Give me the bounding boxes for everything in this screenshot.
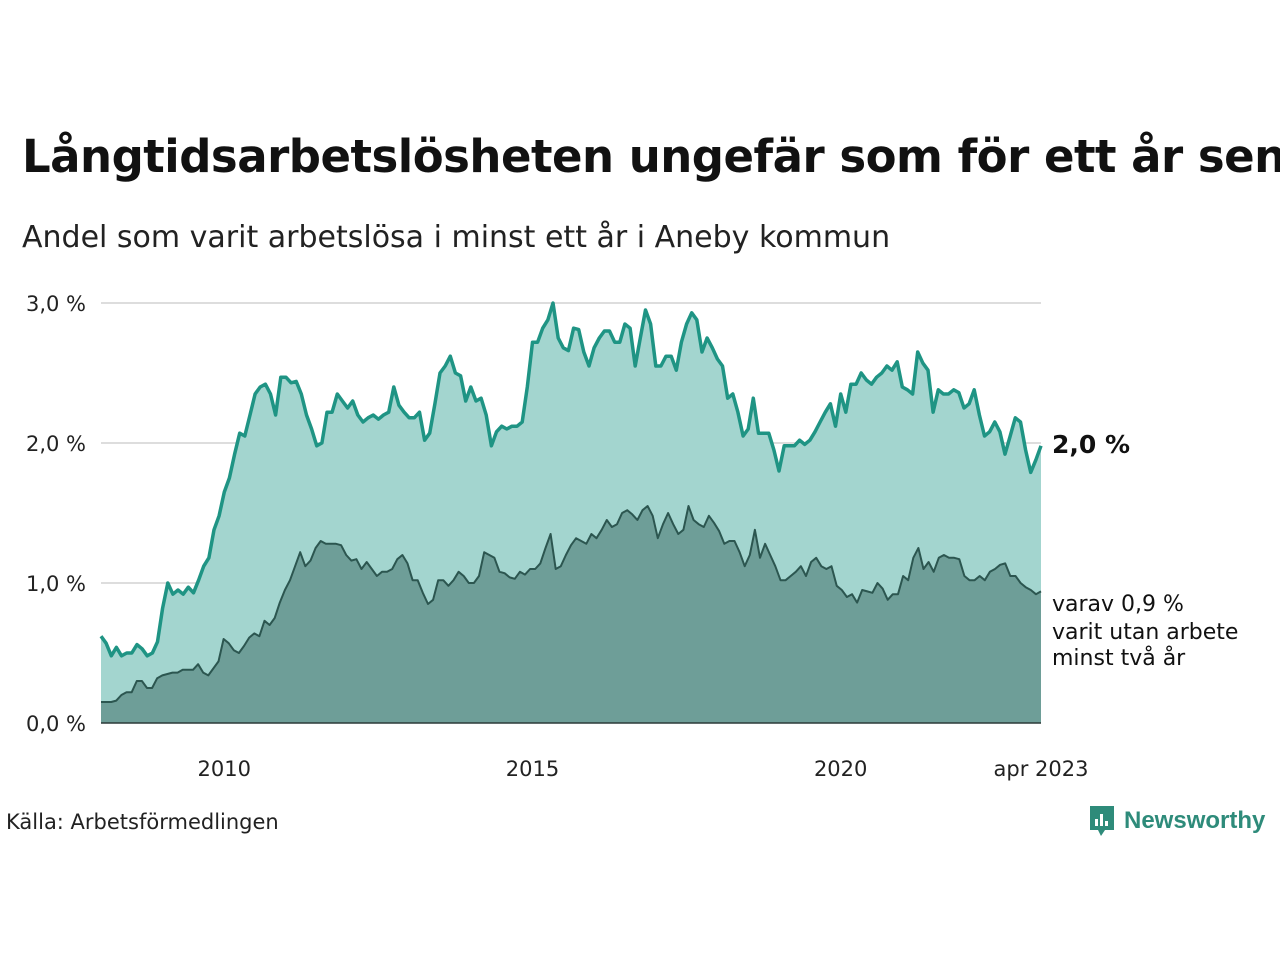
newsworthy-icon	[1090, 806, 1114, 836]
x-tick-label: 2015	[506, 757, 559, 781]
x-axis-labels: 2010 2015 2020 apr 2023	[198, 757, 1089, 781]
source-credit: Källa: Arbetsförmedlingen	[6, 810, 279, 834]
y-axis-labels: 0,0 % 1,0 % 2,0 % 3,0 %	[26, 292, 86, 736]
y-tick-label: 0,0 %	[26, 712, 86, 736]
x-tick-label: 2010	[198, 757, 251, 781]
series-line-very_long	[101, 505, 1042, 703]
series-area-very_long	[101, 506, 1041, 723]
x-tick-label: 2020	[814, 757, 867, 781]
note-line-2: varit utan arbete	[1052, 620, 1238, 645]
newsworthy-logo: Newsworthy	[1088, 804, 1265, 838]
y-tick-label: 1,0 %	[26, 572, 86, 596]
end-value-label: 2,0 %	[1052, 430, 1130, 459]
note-line-3: minst två år	[1052, 645, 1186, 671]
series-line-long	[99, 301, 1043, 658]
brand-name: Newsworthy	[1124, 807, 1266, 834]
chart-subtitle: Andel som varit arbetslösa i minst ett å…	[22, 220, 891, 255]
y-tick-label: 2,0 %	[26, 432, 86, 456]
sub-series-note: varav 0,9 % varit utan arbete minst två …	[1052, 592, 1238, 671]
series-areas	[99, 301, 1043, 724]
chart-title: Långtidsarbetslösheten ungefär som för e…	[22, 130, 1280, 183]
y-tick-label: 3,0 %	[26, 292, 86, 316]
x-tick-label: apr 2023	[994, 757, 1089, 781]
note-line-1: varav 0,9 %	[1052, 592, 1184, 617]
